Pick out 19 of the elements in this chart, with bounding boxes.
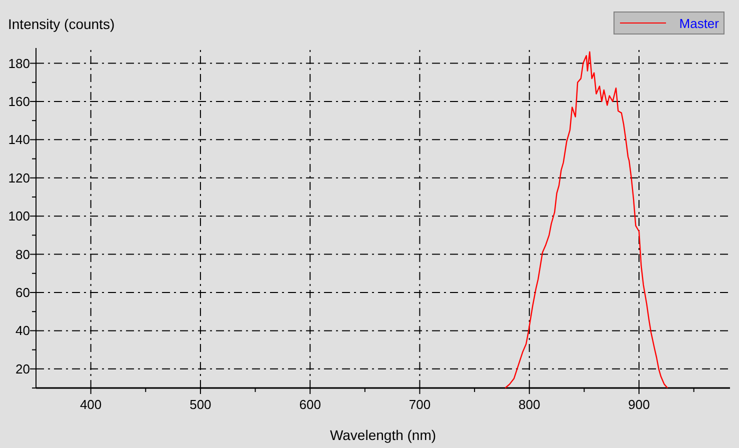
x-tick-label: 500 — [190, 397, 212, 412]
y-tick-label: 180 — [8, 56, 30, 71]
x-tick-label: 900 — [628, 397, 650, 412]
x-axis-title: Wavelength (nm) — [330, 427, 436, 443]
x-tick-label: 800 — [518, 397, 540, 412]
y-axis-title: Intensity (counts) — [8, 16, 115, 32]
x-tick-label: 600 — [299, 397, 321, 412]
y-tick-label: 60 — [16, 284, 30, 300]
x-tick-label: 700 — [408, 397, 431, 412]
y-tick-label: 20 — [16, 361, 30, 376]
legend-label: Master — [679, 16, 720, 31]
y-tick-label: 160 — [8, 94, 30, 109]
y-tick-label: 40 — [16, 323, 30, 338]
y-tick-label: 80 — [16, 246, 30, 262]
x-tick-label: 400 — [80, 397, 102, 412]
y-tick-label: 120 — [8, 170, 30, 186]
y-tick-label: 140 — [8, 132, 30, 148]
line-series — [504, 51, 668, 389]
y-tick-label: 100 — [8, 208, 30, 224]
